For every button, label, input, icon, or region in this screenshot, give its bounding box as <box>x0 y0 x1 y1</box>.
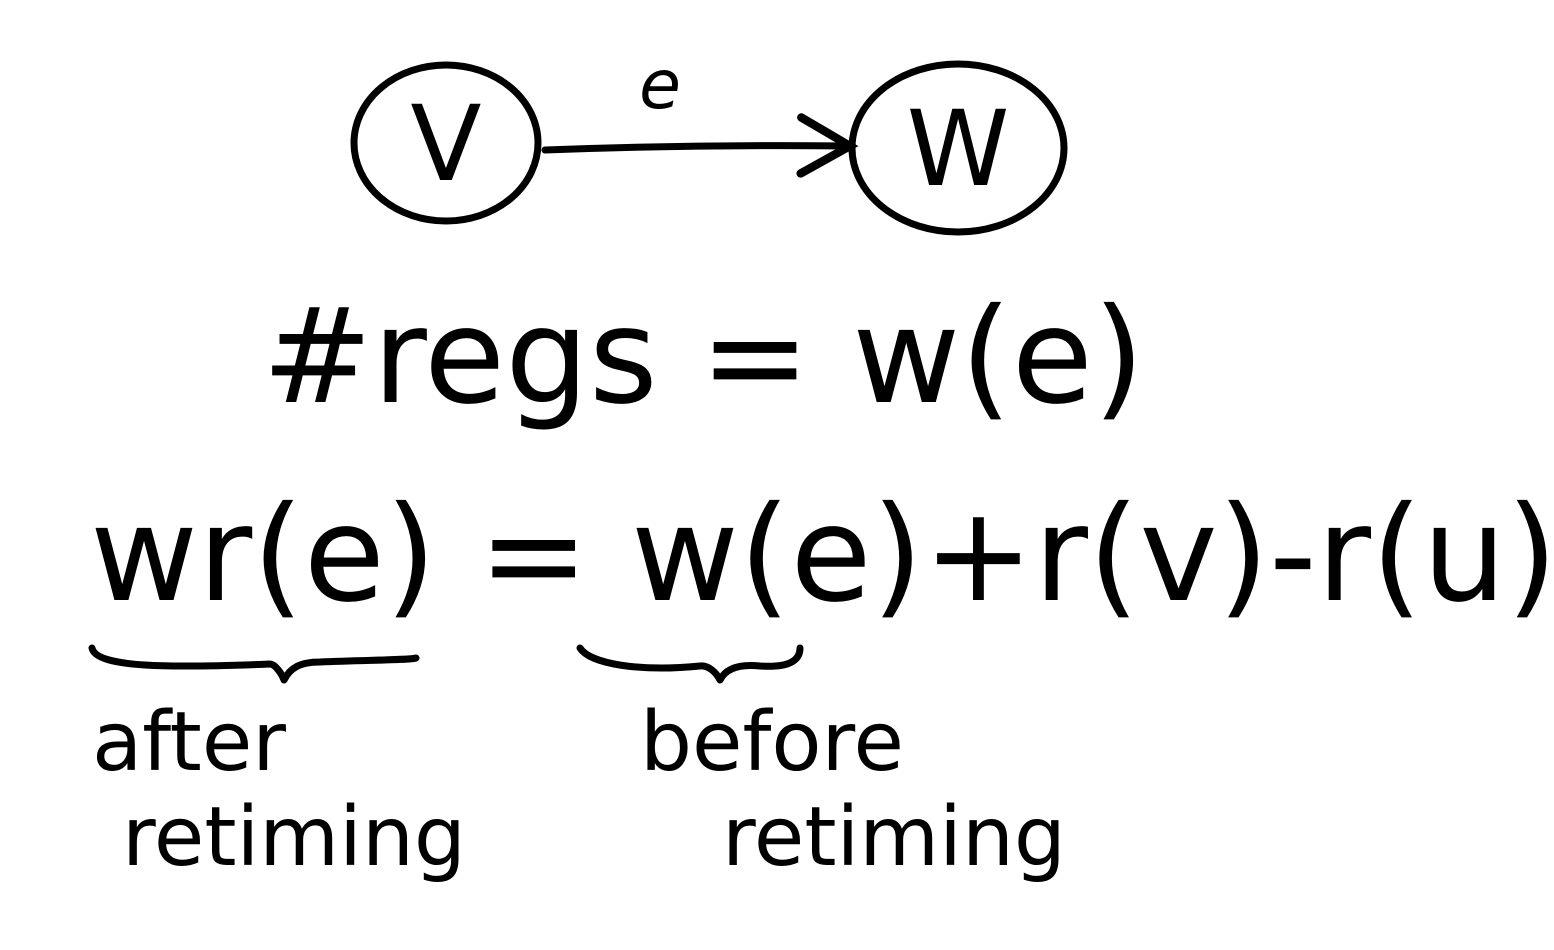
edge-arrow <box>541 113 859 178</box>
retiming-equation: wr(e) = w(e)+r(v)-r(u) <box>90 478 1554 632</box>
node-w: W <box>848 60 1068 236</box>
regs-equation: #regs = w(e) <box>262 280 1144 434</box>
before-retiming-note: before retiming <box>640 695 1066 885</box>
after-underbrace <box>88 644 420 684</box>
node-w-circle <box>848 60 1068 236</box>
before-label-line2: retiming <box>722 790 1066 885</box>
edge-e: e <box>541 46 859 178</box>
before-label-line1: before <box>640 695 904 790</box>
node-v: V <box>350 61 542 225</box>
edge-label: e <box>639 46 681 125</box>
before-underbrace <box>576 644 804 684</box>
node-v-circle <box>350 61 542 225</box>
after-label-line1: after <box>92 695 286 790</box>
node-w-label: W <box>907 88 1010 210</box>
node-v-label: V <box>410 83 481 205</box>
after-label-line2: retiming <box>122 790 466 885</box>
after-retiming-note: after retiming <box>92 695 466 885</box>
